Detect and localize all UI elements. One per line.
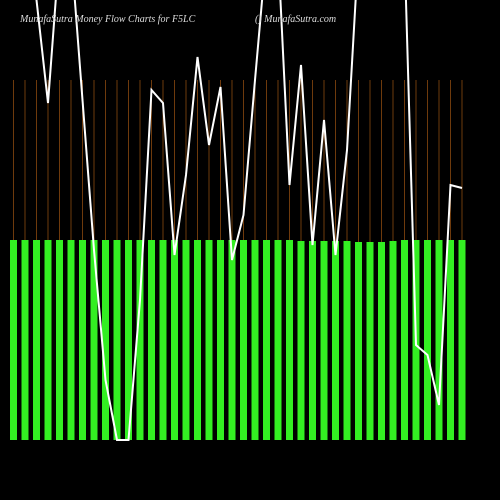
bar (136, 240, 144, 440)
bar (33, 240, 40, 440)
bar (401, 240, 408, 440)
bar (274, 240, 282, 440)
bar (332, 241, 339, 440)
bar (90, 240, 98, 440)
bar (251, 240, 259, 440)
bar (263, 240, 270, 440)
bar (171, 240, 178, 440)
bar (286, 240, 293, 440)
bar (194, 240, 201, 440)
bar (44, 240, 52, 440)
bar (79, 240, 86, 440)
bar (217, 240, 224, 440)
bar (228, 240, 236, 440)
bar (10, 240, 17, 440)
lines (35, 0, 463, 441)
bar (320, 241, 328, 440)
bar (56, 240, 63, 440)
bar (343, 241, 351, 440)
bar (366, 242, 374, 440)
bar (424, 240, 431, 440)
bar (21, 240, 29, 440)
bar (378, 242, 385, 440)
chart-title: MunafaSutra Money Flow Charts for F5LC (19, 14, 196, 25)
bar (447, 240, 454, 440)
bar (125, 240, 132, 440)
bar (205, 240, 213, 440)
bar (435, 240, 443, 440)
bar (240, 240, 247, 440)
bar (297, 241, 305, 440)
bar (389, 241, 397, 440)
bar (355, 242, 362, 440)
bar (182, 240, 190, 440)
chart-subtitle: () MunafaSutra.com (255, 14, 336, 25)
bar (458, 240, 466, 440)
bar (309, 241, 316, 440)
money-flow-line (35, 0, 463, 441)
bar (113, 240, 121, 440)
bar (159, 240, 167, 440)
bar (102, 240, 109, 440)
bar (67, 240, 75, 440)
bars (10, 240, 466, 440)
bar (148, 240, 155, 440)
